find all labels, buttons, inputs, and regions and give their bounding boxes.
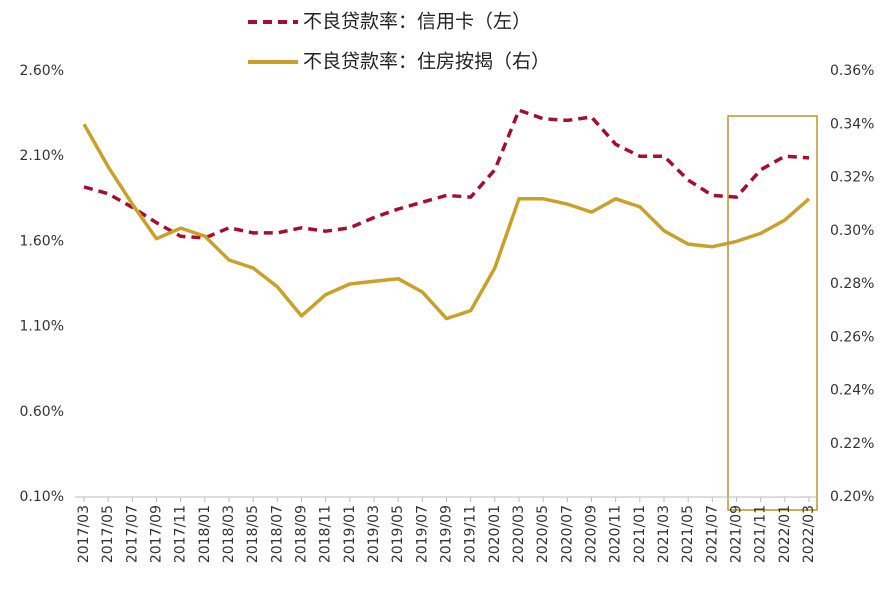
y2-tick-label: 0.30%: [830, 223, 874, 239]
x-tick-label: 2019/05: [390, 505, 406, 563]
x-tick-label: 2018/07: [269, 505, 285, 563]
x-tick-label: 2018/11: [318, 505, 334, 563]
x-tick-label: 2021/01: [632, 505, 648, 563]
x-tick-label: 2019/09: [439, 505, 455, 563]
y-tick-label: 0.60%: [20, 404, 64, 420]
y2-tick-label: 0.32%: [830, 170, 874, 186]
x-tick-label: 2021/07: [704, 505, 720, 563]
x-tick-label: 2022/01: [777, 505, 793, 563]
y2-tick-label: 0.36%: [830, 63, 874, 79]
highlight-box: [727, 115, 818, 511]
x-tick-label: 2022/03: [801, 505, 817, 563]
series-line: [83, 108, 810, 240]
x-tick-label: 2019/01: [342, 505, 358, 563]
y2-tick-label: 0.20%: [830, 489, 874, 505]
y-tick-label: 1.60%: [20, 233, 64, 249]
y2-tick-label: 0.26%: [830, 329, 874, 345]
y2-tick-label: 0.34%: [830, 116, 874, 132]
legend-label: 不良贷款率：信用卡（左）: [303, 11, 531, 33]
x-tick-label: 2018/09: [294, 505, 310, 563]
x-tick-label: 2017/05: [100, 505, 116, 563]
y2-tick-label: 0.28%: [830, 276, 874, 292]
x-tick-label: 2017/07: [124, 505, 140, 563]
x-tick-label: 2020/11: [608, 505, 624, 563]
x-tick-label: 2018/03: [221, 505, 237, 563]
x-tick-label: 2020/03: [511, 505, 527, 563]
x-tick-label: 2019/07: [414, 505, 430, 563]
x-tick-label: 2017/03: [76, 505, 92, 563]
x-tick-label: 2020/09: [584, 505, 600, 563]
x-tick-label: 2017/11: [173, 505, 189, 563]
x-tick-label: 2020/07: [559, 505, 575, 563]
x-tick-label: 2019/03: [366, 505, 382, 563]
y2-tick-label: 0.22%: [830, 436, 874, 452]
y-tick-label: 0.10%: [20, 489, 64, 505]
x-tick-label: 2020/01: [487, 505, 503, 563]
series-line: [82, 123, 811, 321]
x-tick-label: 2021/05: [680, 505, 696, 563]
x-tick-label: 2018/01: [197, 505, 213, 563]
y-tick-label: 2.60%: [20, 63, 64, 79]
y2-tick-label: 0.24%: [830, 383, 874, 399]
x-tick-label: 2021/09: [729, 505, 745, 563]
y-tick-label: 2.10%: [20, 148, 64, 164]
legend-label: 不良贷款率：住房按揭（右）: [303, 51, 550, 73]
x-tick-label: 2020/05: [535, 505, 551, 563]
y-tick-label: 1.10%: [20, 319, 64, 335]
x-tick-label: 2018/05: [245, 505, 261, 563]
x-tick-label: 2019/11: [463, 505, 479, 563]
x-tick-label: 2017/09: [149, 505, 165, 563]
x-tick-label: 2021/11: [753, 505, 769, 563]
x-tick-label: 2021/03: [656, 505, 672, 563]
